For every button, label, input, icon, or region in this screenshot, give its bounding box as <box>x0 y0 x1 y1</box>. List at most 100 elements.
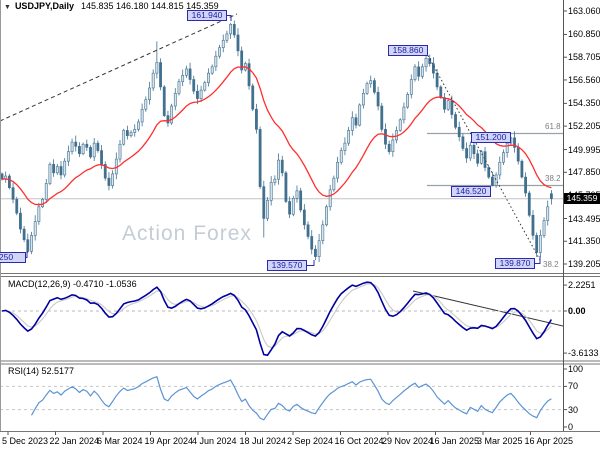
candle-body <box>251 85 255 110</box>
candle-body <box>457 126 461 138</box>
candle-body <box>173 93 177 107</box>
candle-body <box>192 79 196 92</box>
candle-body <box>74 141 78 147</box>
candle-body <box>384 129 387 145</box>
candle-body <box>531 214 535 236</box>
candle-body <box>505 142 509 153</box>
rsi-axis-label: 70 <box>568 381 579 392</box>
candle-body <box>37 206 41 222</box>
trendline-dashed[interactable] <box>0 13 238 122</box>
candle-body <box>151 72 155 89</box>
candle-body <box>214 55 218 68</box>
price-marker-pointer <box>306 260 315 266</box>
price-marker-label[interactable]: 146.520 <box>451 186 491 197</box>
candle-body <box>420 66 424 77</box>
candle-body <box>188 68 192 80</box>
candle-body <box>406 94 410 108</box>
price-axis-label: 160.850 <box>568 29 600 40</box>
candle-body <box>336 161 339 179</box>
candle-body <box>468 144 472 159</box>
price-marker-label[interactable]: 139.570 <box>267 260 307 271</box>
candle-body <box>306 224 310 237</box>
candle-body <box>461 136 465 149</box>
candle-body <box>218 47 221 57</box>
candle-body <box>262 186 266 219</box>
chart-title-bar: ▼ USDJPY,Daily 145.835 146.180 144.815 145… <box>4 1 219 13</box>
ohlc-values: 145.835 146.180 144.815 145.359 <box>80 1 219 11</box>
date-axis-label: 16 Apr 2025 <box>524 436 574 446</box>
candle-body <box>66 151 70 162</box>
price-panel[interactable] <box>0 13 563 263</box>
candle-body <box>33 221 37 236</box>
candle-body <box>542 220 546 236</box>
fib-level-label: 38.2 <box>543 260 559 269</box>
macd-axis-label: -3.6133 <box>568 348 599 359</box>
price-marker-label[interactable]: 250 <box>0 252 26 263</box>
candle-body <box>373 80 376 93</box>
price-axis-label: 139.205 <box>568 259 600 269</box>
rsi-indicator-title: RSI(14) 52.5177 <box>8 366 75 376</box>
price-marker-label[interactable]: 139.870 <box>495 258 535 269</box>
date-axis-label: 3 Mar 2025 <box>477 436 523 446</box>
trendline-solid[interactable] <box>412 290 563 327</box>
price-axis-label: 156.560 <box>568 74 600 85</box>
candle-body <box>317 240 321 257</box>
price-marker-label[interactable]: 151.200 <box>471 132 511 143</box>
candle-body <box>487 167 491 178</box>
symbol-dropdown-icon[interactable]: ▼ <box>4 4 11 11</box>
candle-body <box>181 74 185 82</box>
date-axis-label: 4 Jun 2024 <box>192 436 237 446</box>
candle-body <box>513 137 516 148</box>
price-axis-label: 147.850 <box>568 167 600 178</box>
candle-body <box>483 151 487 168</box>
candle-body <box>454 114 457 128</box>
candle-body <box>476 153 480 164</box>
rsi-panel[interactable] <box>0 376 563 421</box>
candle-body <box>7 175 11 188</box>
price-axis-label: 141.350 <box>568 236 600 247</box>
candle-body <box>148 87 151 100</box>
fib-level-label: 38.2 <box>545 174 561 183</box>
date-axis-label: 6 Mar 2024 <box>97 436 143 446</box>
price-axis-label: 154.350 <box>568 98 600 109</box>
candle-body <box>22 228 26 240</box>
price-axis-label: 152.205 <box>568 121 600 132</box>
candle-body <box>133 129 137 133</box>
candle-body <box>225 33 229 41</box>
candle-body <box>424 58 428 68</box>
price-marker-pointer <box>226 15 232 21</box>
candle-body <box>465 148 468 159</box>
macd-panel[interactable] <box>0 281 563 357</box>
fib-level-label: 61.8 <box>545 122 561 131</box>
candle-body <box>387 143 391 152</box>
candle-body <box>376 91 380 107</box>
candle-body <box>184 68 188 76</box>
candle-body <box>70 141 74 152</box>
rsi-line <box>30 376 552 421</box>
candle-body <box>92 142 96 158</box>
price-marker-label[interactable]: 158.860 <box>388 45 428 56</box>
candle-body <box>159 62 162 88</box>
candle-body <box>328 189 332 208</box>
candle-body <box>129 132 133 137</box>
candle-body <box>284 172 288 202</box>
price-marker-label[interactable]: 161.940 <box>187 10 227 21</box>
candle-body <box>111 173 115 186</box>
candle-body <box>535 235 539 253</box>
macd-axis-label: 2.2251 <box>568 280 596 291</box>
candle-body <box>354 117 358 126</box>
macd-indicator-title: MACD(12,26,9) -0.4710 -1.0536 <box>8 279 137 289</box>
candle-body <box>85 143 89 148</box>
candle-body <box>26 239 30 252</box>
candle-body <box>170 105 174 124</box>
candle-body <box>369 80 373 85</box>
candle-body <box>432 63 435 74</box>
candle-body <box>78 146 81 155</box>
candle-body <box>380 105 384 130</box>
candle-body <box>546 206 550 221</box>
date-axis-label: 16 Jan 2025 <box>429 436 480 446</box>
trendline-dotted[interactable] <box>425 51 541 261</box>
current-price-badge: 145.359 <box>564 193 600 205</box>
